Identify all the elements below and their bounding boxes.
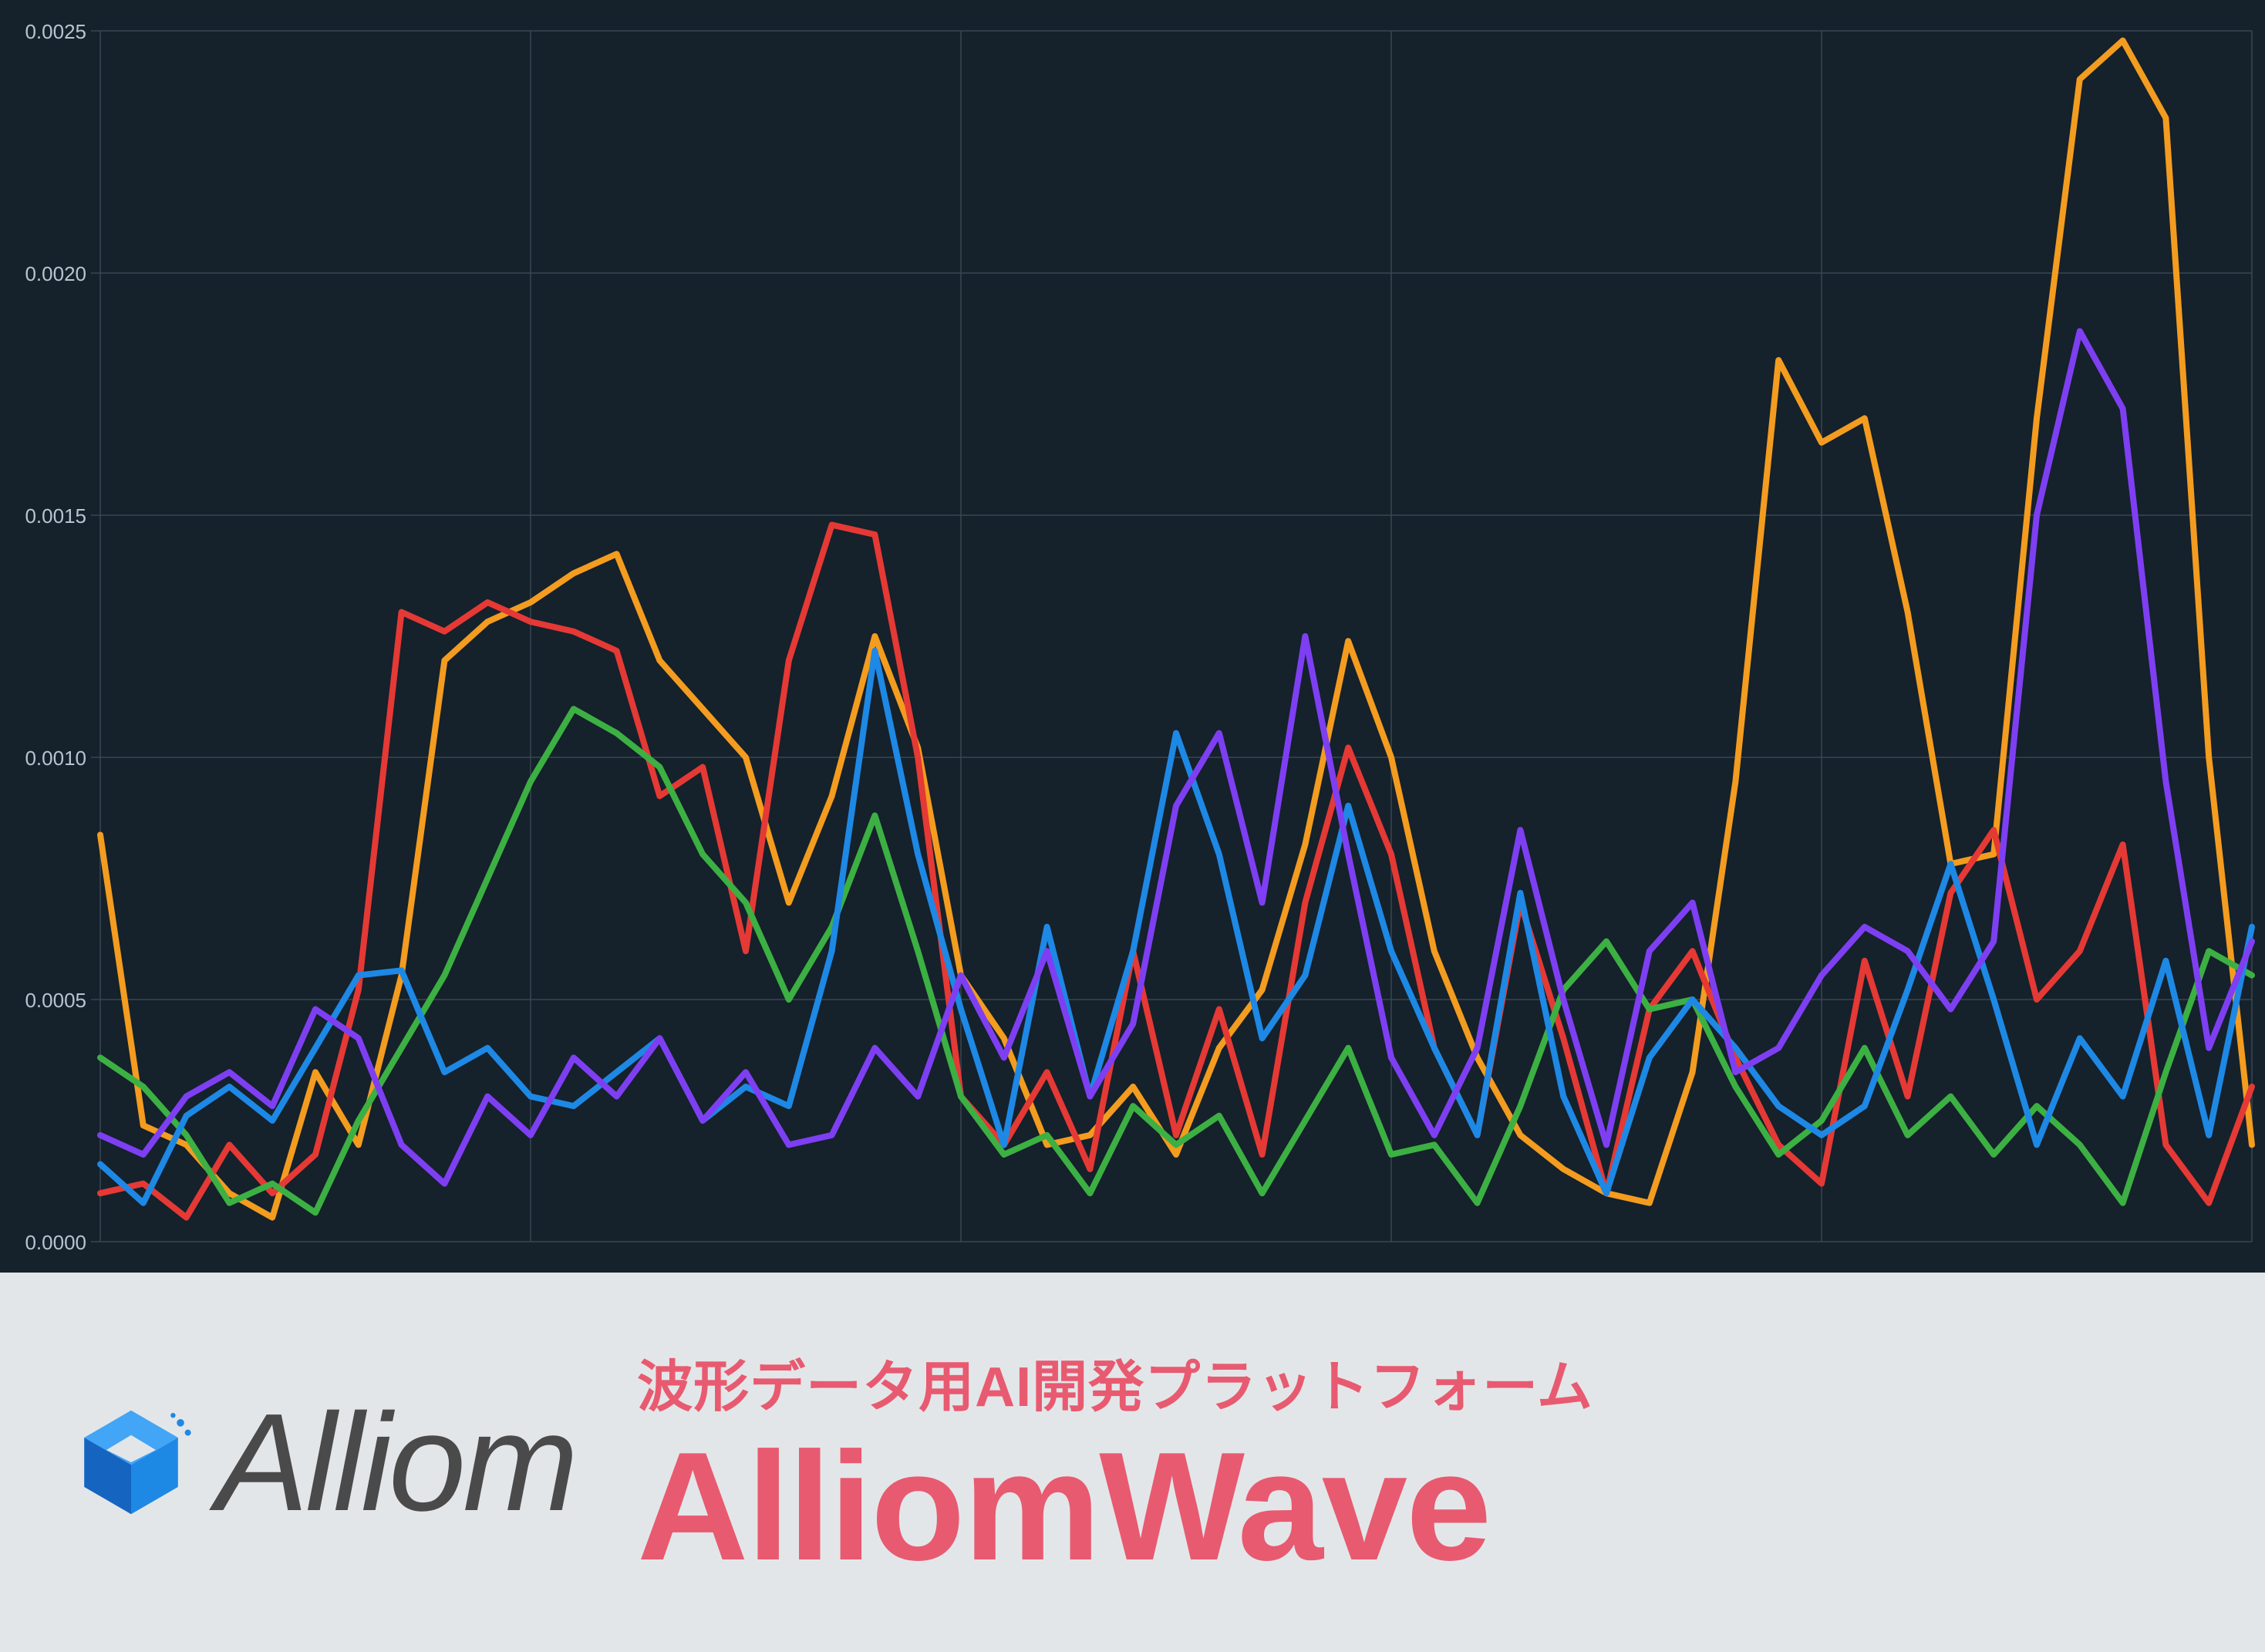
chart-svg	[0, 0, 2265, 1273]
y-tick-label: 0.0015	[5, 504, 86, 528]
branding-footer: Alliom 波形データ用AI開発プラットフォーム AlliomWave	[0, 1273, 2265, 1652]
y-tick-label: 0.0010	[5, 747, 86, 770]
product-subtitle: 波形データ用AI開発プラットフォーム	[637, 1341, 1593, 1422]
waveform-chart: 0.0000 0.0005 0.0010 0.0015 0.0020 0.0025	[0, 0, 2265, 1273]
y-tick-label: 0.0000	[5, 1231, 86, 1255]
y-tick-label: 0.0020	[5, 262, 86, 286]
alliom-cube-icon	[69, 1401, 193, 1524]
y-tick-label: 0.0025	[5, 20, 86, 44]
company-logo: Alliom	[69, 1383, 575, 1542]
company-name: Alliom	[216, 1383, 575, 1542]
product-title: AlliomWave	[637, 1430, 1593, 1584]
y-tick-label: 0.0005	[5, 989, 86, 1013]
product-title-block: 波形データ用AI開発プラットフォーム AlliomWave	[637, 1341, 1593, 1584]
